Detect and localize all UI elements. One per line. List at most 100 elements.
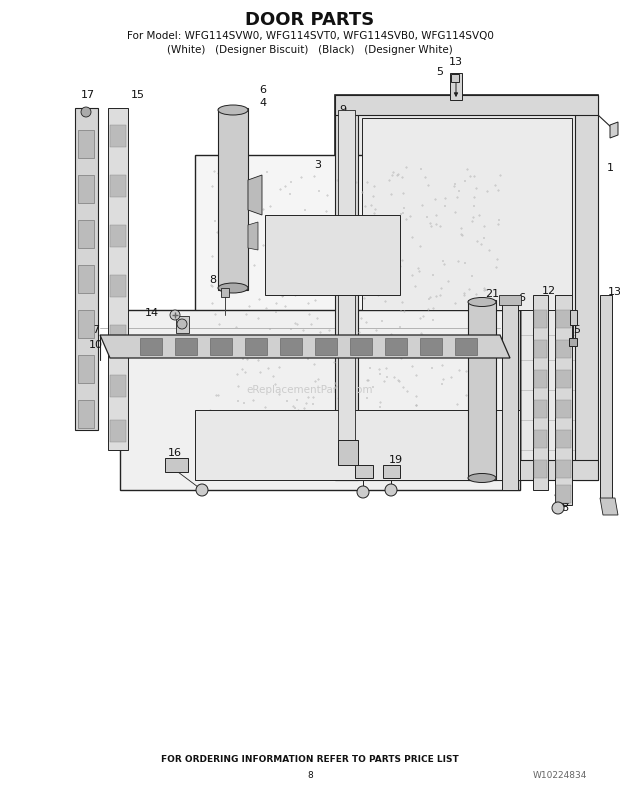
Polygon shape	[610, 122, 618, 138]
Text: 12: 12	[542, 286, 556, 296]
Polygon shape	[383, 465, 400, 478]
Polygon shape	[350, 338, 372, 355]
Polygon shape	[338, 110, 355, 460]
Polygon shape	[534, 310, 547, 328]
Text: 8: 8	[210, 275, 216, 285]
Text: 16: 16	[168, 448, 182, 458]
Polygon shape	[195, 410, 520, 480]
Polygon shape	[165, 458, 188, 472]
Text: 15: 15	[131, 90, 145, 100]
Polygon shape	[248, 175, 262, 215]
Polygon shape	[110, 225, 126, 247]
Circle shape	[196, 484, 208, 496]
Ellipse shape	[218, 283, 248, 293]
Ellipse shape	[218, 105, 248, 115]
Polygon shape	[352, 110, 583, 465]
Polygon shape	[570, 310, 577, 325]
Polygon shape	[315, 338, 337, 355]
Polygon shape	[420, 338, 442, 355]
Text: 4: 4	[259, 98, 267, 108]
Text: 6: 6	[260, 85, 267, 95]
Polygon shape	[502, 300, 518, 490]
Polygon shape	[218, 108, 248, 290]
Polygon shape	[100, 335, 510, 358]
Polygon shape	[78, 175, 94, 203]
Ellipse shape	[468, 473, 496, 483]
Polygon shape	[600, 295, 612, 500]
Polygon shape	[556, 460, 571, 478]
Polygon shape	[120, 310, 520, 490]
Polygon shape	[110, 375, 126, 397]
Polygon shape	[265, 215, 400, 295]
Text: 5: 5	[574, 325, 580, 335]
Polygon shape	[534, 340, 547, 358]
Polygon shape	[455, 338, 477, 355]
Polygon shape	[335, 95, 598, 480]
Polygon shape	[499, 295, 521, 305]
Text: 9: 9	[339, 105, 347, 115]
Polygon shape	[110, 125, 126, 147]
Circle shape	[357, 486, 369, 498]
Polygon shape	[75, 108, 98, 430]
Polygon shape	[362, 118, 572, 310]
Polygon shape	[534, 460, 547, 478]
Polygon shape	[78, 310, 94, 338]
Polygon shape	[78, 355, 94, 383]
Polygon shape	[78, 130, 94, 158]
Circle shape	[385, 484, 397, 496]
Polygon shape	[468, 300, 496, 480]
Polygon shape	[78, 220, 94, 248]
Text: eReplacementParts.com: eReplacementParts.com	[247, 385, 373, 395]
Polygon shape	[176, 316, 189, 333]
Polygon shape	[556, 310, 571, 328]
Polygon shape	[338, 440, 358, 465]
Ellipse shape	[468, 298, 496, 306]
Polygon shape	[534, 430, 547, 448]
Text: 19: 19	[389, 455, 403, 465]
Polygon shape	[245, 338, 267, 355]
Text: 10: 10	[89, 340, 103, 350]
Polygon shape	[248, 222, 258, 250]
Polygon shape	[556, 485, 571, 503]
Polygon shape	[78, 400, 94, 428]
Text: 13: 13	[449, 57, 463, 67]
Circle shape	[552, 502, 564, 514]
Polygon shape	[556, 430, 571, 448]
Polygon shape	[451, 74, 459, 82]
Text: 18: 18	[556, 503, 570, 513]
Polygon shape	[600, 498, 618, 515]
Polygon shape	[556, 370, 571, 388]
Circle shape	[81, 107, 91, 117]
Text: 5: 5	[436, 67, 443, 77]
Polygon shape	[534, 400, 547, 418]
Polygon shape	[110, 175, 126, 197]
Circle shape	[170, 310, 180, 320]
Polygon shape	[210, 338, 232, 355]
Text: 3: 3	[314, 160, 322, 170]
Text: 21: 21	[485, 289, 499, 299]
Polygon shape	[569, 338, 577, 346]
Text: 14: 14	[145, 308, 159, 318]
Polygon shape	[556, 340, 571, 358]
Text: 13: 13	[608, 287, 620, 297]
Polygon shape	[110, 325, 126, 347]
Polygon shape	[221, 288, 229, 297]
Text: For Model: WFG114SVW0, WFG114SVT0, WFG114SVB0, WFG114SVQ0: For Model: WFG114SVW0, WFG114SVT0, WFG11…	[126, 31, 494, 41]
Polygon shape	[175, 338, 197, 355]
Text: DOOR PARTS: DOOR PARTS	[246, 11, 374, 29]
Text: 7: 7	[92, 325, 100, 335]
Text: 8: 8	[307, 772, 313, 780]
Polygon shape	[335, 95, 358, 480]
Polygon shape	[556, 400, 571, 418]
Polygon shape	[110, 275, 126, 297]
Text: W10224834: W10224834	[533, 772, 587, 780]
Polygon shape	[534, 370, 547, 388]
Polygon shape	[555, 295, 572, 505]
Polygon shape	[195, 155, 520, 480]
Text: 20: 20	[341, 455, 355, 465]
Polygon shape	[110, 420, 126, 442]
Text: 17: 17	[81, 90, 95, 100]
Polygon shape	[533, 295, 548, 490]
Polygon shape	[78, 265, 94, 293]
Text: 1: 1	[606, 163, 614, 173]
